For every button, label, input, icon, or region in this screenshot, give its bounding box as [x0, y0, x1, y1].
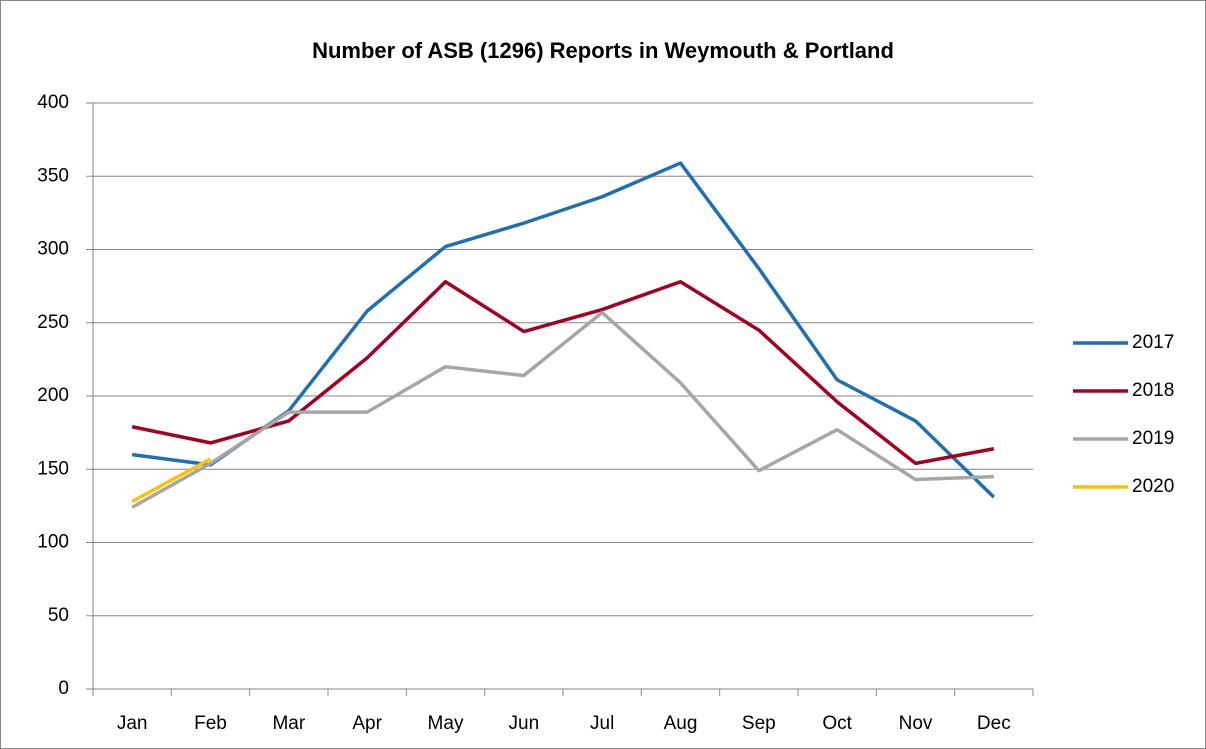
x-tick-label: Dec	[977, 713, 1011, 734]
x-tick-label: Mar	[272, 713, 305, 734]
y-tick-label: 250	[37, 312, 69, 333]
x-tick-label: May	[428, 713, 464, 734]
y-tick-label: 100	[37, 532, 69, 553]
legend-label: 2019	[1132, 428, 1174, 449]
y-tick-label: 0	[58, 678, 69, 699]
x-tick-label: Jun	[509, 713, 540, 734]
x-tick-label: Sep	[742, 713, 776, 734]
y-tick-label: 50	[48, 605, 69, 626]
x-tick-label: Nov	[899, 713, 933, 734]
x-tick-label: Jan	[117, 713, 148, 734]
y-tick-label: 400	[37, 92, 69, 113]
y-tick-label: 200	[37, 385, 69, 406]
series-line	[131, 310, 994, 509]
y-tick-label: 150	[37, 458, 69, 479]
x-tick-label: Aug	[664, 713, 698, 734]
legend-label: 2020	[1132, 476, 1174, 497]
legend-label: 2017	[1132, 332, 1174, 353]
series-line	[131, 279, 995, 466]
x-tick-label: Feb	[194, 713, 227, 734]
chart-title: Number of ASB (1296) Reports in Weymouth…	[312, 38, 894, 63]
y-tick-label: 300	[37, 239, 69, 260]
x-tick-label: Jul	[590, 713, 614, 734]
y-tick-label: 350	[37, 165, 69, 186]
legend-label: 2018	[1132, 380, 1174, 401]
series-line	[131, 457, 212, 504]
x-tick-label: Oct	[822, 713, 852, 734]
x-tick-label: Apr	[352, 713, 382, 734]
